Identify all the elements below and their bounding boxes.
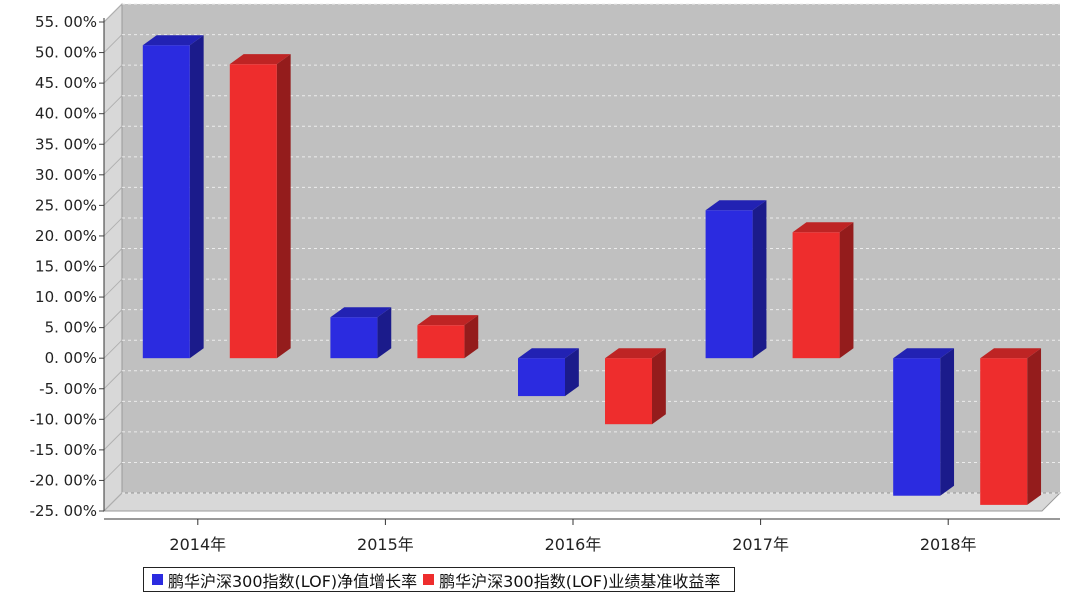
y-tick-label: 30. 00%: [35, 166, 97, 184]
y-tick-label: -15. 00%: [30, 441, 97, 459]
legend-item-series-2: 鹏华沪深300指数(LOF)业绩基准收益率: [423, 568, 720, 592]
bar-s1-0: [142, 45, 190, 359]
legend-label-series-1: 鹏华沪深300指数(LOF)净值增长率: [168, 571, 418, 591]
y-tick-label: 5. 00%: [45, 319, 97, 337]
gridline-side: [103, 125, 123, 145]
bar-top-s2-1: [417, 315, 479, 326]
legend-swatch-series-2: [423, 574, 435, 585]
bar-s2-3: [792, 232, 840, 359]
gridline-side: [103, 278, 123, 298]
x-tick-label: 2018年: [920, 535, 977, 554]
gridline-side: [103, 95, 123, 115]
y-tick-label: 50. 00%: [35, 44, 97, 62]
y-tick-label: 15. 00%: [35, 258, 97, 276]
bar-side-s2-0: [276, 54, 291, 359]
bar-side-s2-1: [464, 315, 479, 359]
gridline-side: [103, 3, 123, 23]
y-tick-label: 55. 00%: [35, 13, 97, 31]
y-tick-label: 35. 00%: [35, 135, 97, 153]
y-tick-label: 0. 00%: [45, 349, 97, 367]
legend-item-series-1: 鹏华沪深300指数(LOF)净值增长率: [152, 568, 417, 592]
gridline-side: [103, 309, 123, 328]
bar-top-s1-1: [330, 307, 392, 318]
x-tick-label: 2017年: [732, 535, 789, 554]
gridline-side: [103, 370, 123, 390]
gridline-side: [103, 339, 123, 359]
y-tick-label: 20. 00%: [35, 227, 97, 245]
y-tick-label: 40. 00%: [35, 105, 97, 123]
bar-top-s1-4: [893, 348, 955, 359]
bar-s1-2: [518, 358, 565, 397]
bar-s2-0: [229, 64, 277, 359]
bar-top-s2-4: [980, 348, 1042, 359]
gridline-side: [103, 462, 123, 481]
bar-s1-4: [893, 358, 941, 496]
bar-top-s1-3: [705, 200, 767, 211]
bar-top-s2-3: [792, 222, 854, 233]
x-tick-label: 2016年: [545, 535, 602, 554]
bar-s2-4: [980, 358, 1028, 505]
y-tick-label: -25. 00%: [30, 502, 97, 520]
x-tick-label: 2015年: [357, 535, 414, 554]
bar-s1-3: [705, 210, 753, 359]
gridline-side: [103, 431, 123, 451]
x-tick-label: 2014年: [169, 535, 226, 554]
gridline-side: [103, 492, 123, 512]
gridline-side: [103, 64, 123, 84]
bar-side-s2-2: [652, 348, 666, 425]
y-tick-label: -5. 00%: [39, 380, 97, 398]
legend-swatch-series-1: [152, 574, 163, 585]
legend-label-series-2: 鹏华沪深300指数(LOF)业绩基准收益率: [439, 571, 721, 591]
bar-top-s1-2: [518, 348, 579, 359]
bar-side-s1-0: [189, 35, 204, 359]
y-tick-label: -10. 00%: [30, 410, 97, 428]
gridline-side: [103, 34, 123, 53]
bar-side-s2-4: [1027, 348, 1042, 505]
gridline-side: [103, 187, 123, 206]
bar-s2-1: [417, 325, 465, 359]
bar-side-s1-3: [752, 200, 767, 359]
gridline-side: [103, 217, 123, 237]
bar-top-s2-0: [229, 54, 291, 65]
gridline-side: [103, 156, 123, 176]
bar-side-s1-4: [940, 348, 955, 496]
y-tick-label: 25. 00%: [35, 196, 97, 214]
gridline-side: [103, 400, 123, 420]
bar-side-s1-2: [565, 348, 579, 397]
bar-side-s1-1: [377, 307, 392, 359]
y-tick-label: -20. 00%: [30, 471, 97, 489]
bar-side-s2-3: [839, 222, 854, 359]
y-tick-label: 45. 00%: [35, 74, 97, 92]
bar-top-s1-0: [142, 35, 204, 46]
bar-s2-2: [605, 358, 652, 425]
bar-s1-1: [330, 317, 378, 359]
bar-top-s2-2: [605, 348, 666, 359]
gridline-side: [103, 248, 123, 267]
chart-legend: 鹏华沪深300指数(LOF)净值增长率 鹏华沪深300指数(LOF)业绩基准收益…: [143, 567, 736, 592]
y-tick-label: 10. 00%: [35, 288, 97, 306]
